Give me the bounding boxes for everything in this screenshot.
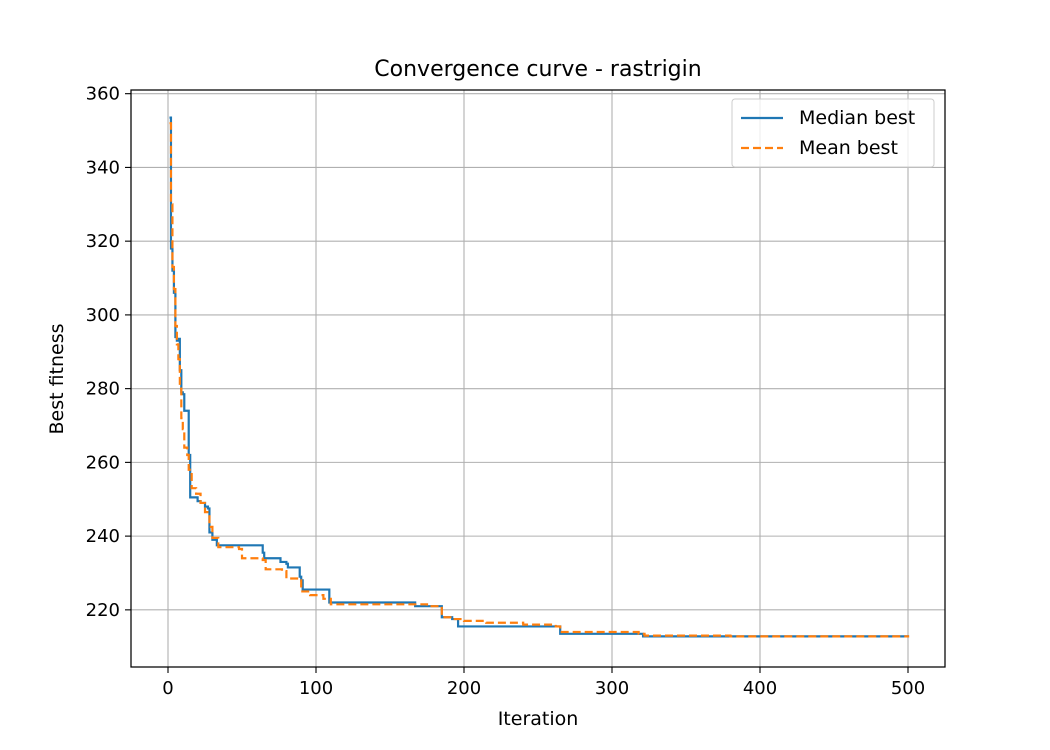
x-tick-label-3: 300 [595, 678, 629, 699]
y-tick-label-7: 360 [86, 84, 120, 105]
x-tick-label-4: 400 [743, 678, 777, 699]
legend-label-mean-best: Mean best [799, 137, 898, 159]
y-tick-label-4: 300 [86, 305, 120, 326]
grid-lines [131, 90, 945, 667]
y-tick-label-1: 240 [86, 526, 120, 547]
y-tick-label-6: 340 [86, 157, 120, 178]
y-tick-label-2: 260 [86, 452, 120, 473]
x-tick-label-2: 200 [447, 678, 481, 699]
y-axis-label: Best fitness [46, 323, 68, 434]
series-line-mean-best [169, 122, 910, 638]
axis-ticks: 0 100 200 300 400 500 220 240 260 280 300 320 340 360 [86, 84, 926, 699]
x-tick-label-5: 500 [891, 678, 925, 699]
x-tick-label-1: 100 [299, 678, 333, 699]
legend: Median best Mean best [731, 98, 935, 168]
series-line-median-best [169, 116, 910, 638]
y-tick-label-5: 320 [86, 231, 120, 252]
chart-title: Convergence curve - rastrigin [374, 57, 701, 82]
plot-frame [130, 89, 946, 668]
y-tick-label-0: 220 [86, 600, 120, 621]
plot-series [169, 116, 910, 638]
y-tick-label-3: 280 [86, 379, 120, 400]
legend-box [731, 98, 935, 168]
x-axis-label: Iteration [498, 708, 579, 730]
legend-label-median-best: Median best [799, 107, 915, 129]
x-tick-label-0: 0 [162, 678, 173, 699]
